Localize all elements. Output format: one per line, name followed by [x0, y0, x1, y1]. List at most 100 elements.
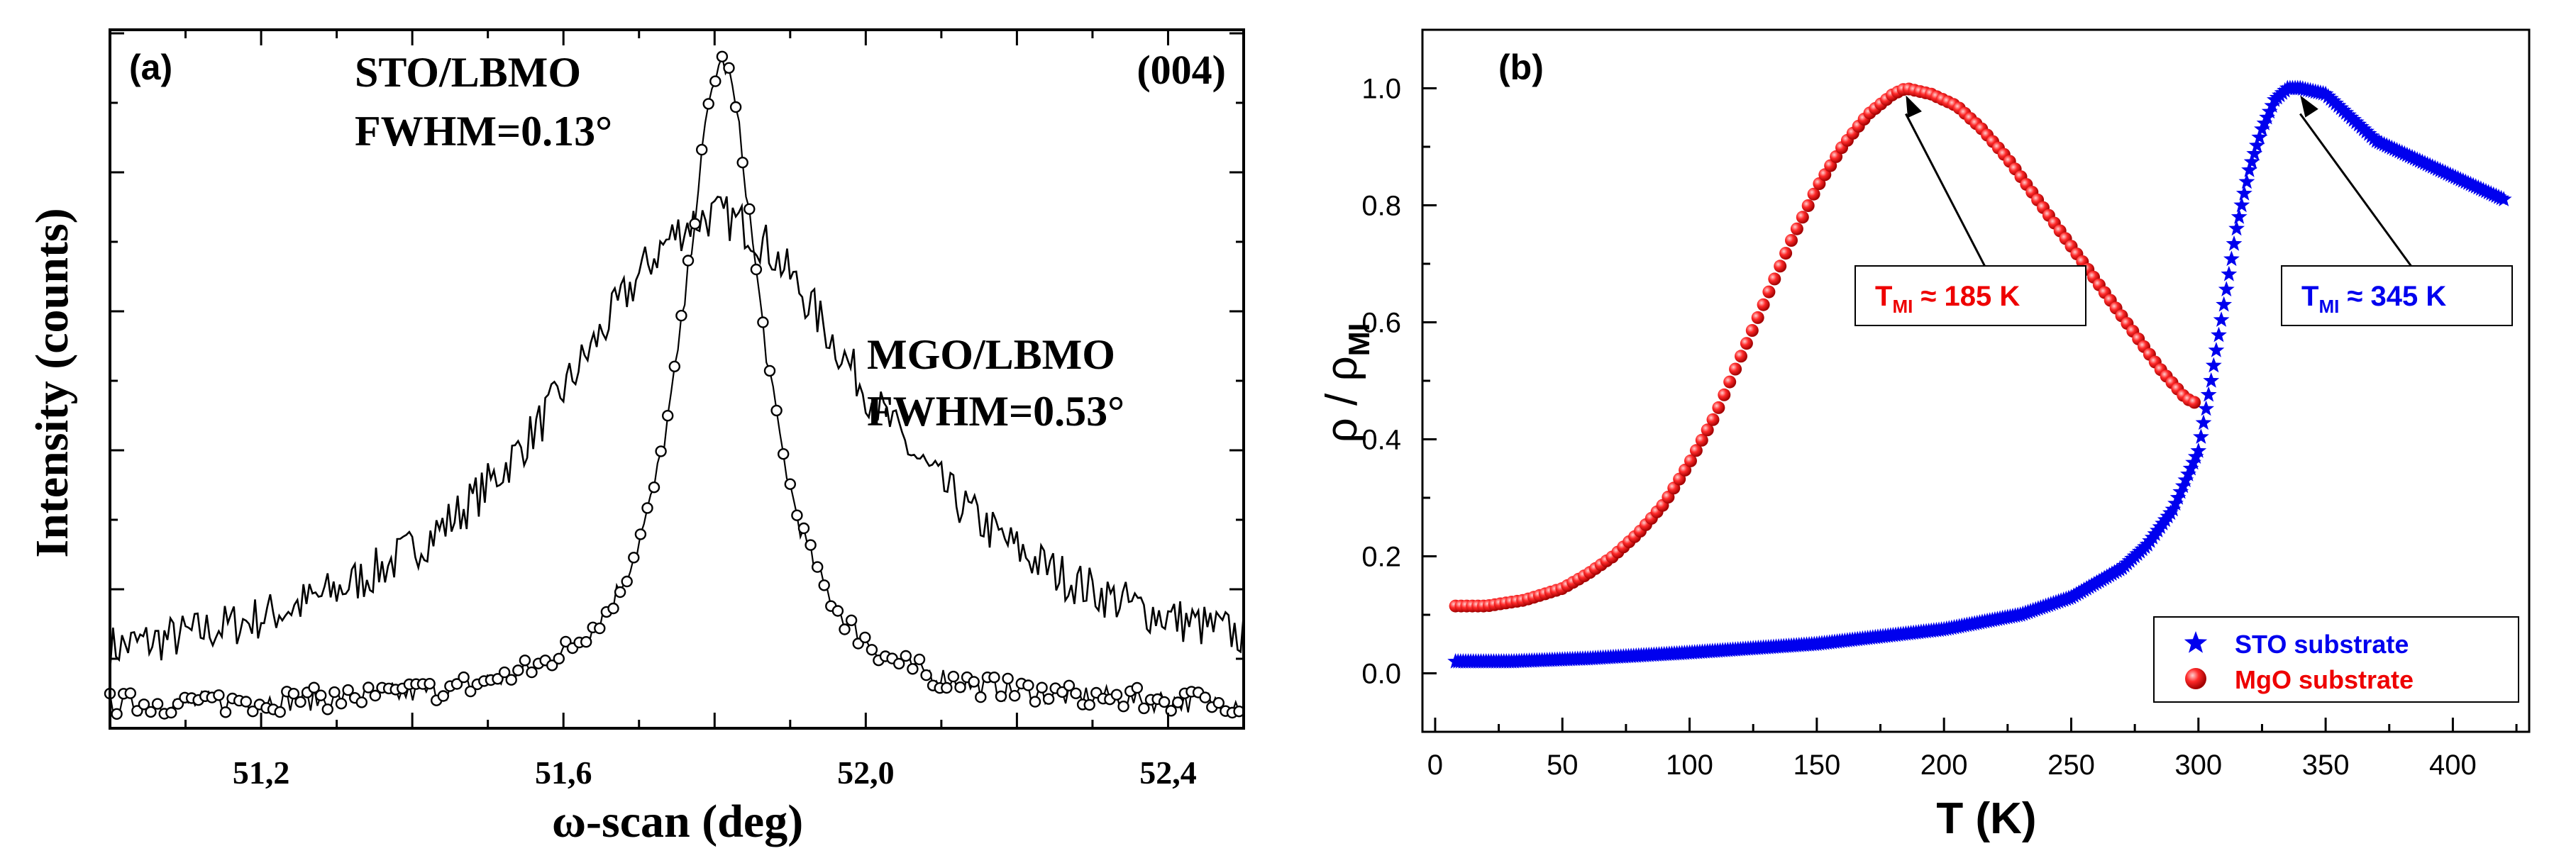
- sto-data-point: [920, 669, 932, 681]
- panel-a-x-axis-label: ω-scan (deg): [552, 796, 803, 847]
- sto-substrate-point: [2348, 113, 2365, 130]
- sto-data-point: [689, 218, 701, 230]
- sto-data-point: [1063, 679, 1076, 691]
- legend-sto: STO substrate: [2235, 630, 2409, 659]
- sto-data-point: [1022, 679, 1034, 691]
- reflection-label: (004): [1137, 47, 1226, 93]
- sto-data-point: [682, 255, 695, 267]
- panel-a-x-tick-label: 52,0: [837, 755, 895, 791]
- sto-data-point: [784, 478, 797, 490]
- panel-b-y-tick-label: 1.0: [1361, 74, 1401, 105]
- sto-data-point: [995, 690, 1007, 703]
- tmi-value: ≈ 345 K: [2339, 281, 2446, 312]
- sto-data-point: [145, 706, 157, 718]
- panel-a-ticks: 51,2 51,6 52,0 52,4: [109, 30, 1245, 791]
- sto-substrate-point: [2343, 108, 2360, 125]
- sto-data-point: [954, 681, 966, 694]
- panel-a-label: (a): [129, 48, 172, 87]
- sto-data-point: [1002, 672, 1014, 685]
- tmi-label: TMI ≈ 185 K: [1875, 281, 2020, 317]
- panel-b-x-tick-label: 150: [1793, 750, 1840, 781]
- sto-data-point: [553, 652, 565, 664]
- panel-b-x-tick-label: 400: [2429, 750, 2477, 781]
- sto-data-point: [355, 696, 367, 708]
- panel-b-label: (b): [1498, 48, 1544, 87]
- sto-substrate-point: [2211, 326, 2227, 343]
- mgo-substrate-point: [1762, 285, 1776, 299]
- panel-a-curves: [104, 50, 1245, 720]
- sto-data-point: [342, 684, 354, 696]
- sto-data-point: [913, 653, 926, 666]
- sto-data-point: [866, 644, 878, 656]
- sto-data-point: [729, 101, 742, 113]
- y-axis-rho-text: ρ / ρ: [1317, 356, 1366, 442]
- sto-data-point: [1042, 693, 1055, 705]
- sto-substrate-point: [2205, 357, 2222, 373]
- sto-data-point: [424, 678, 436, 690]
- mgo-substrate-point: [1706, 413, 1720, 426]
- sto-substrate-point: [2358, 123, 2375, 139]
- sto-substrate-point: [2328, 95, 2344, 111]
- sto-data-point: [437, 690, 449, 702]
- legend-mgo: MgO substrate: [2235, 665, 2414, 694]
- sto-data-point: [1212, 697, 1225, 709]
- sto-data-point: [560, 635, 572, 648]
- sto-data-point: [628, 552, 640, 564]
- tmi-sub: MI: [1892, 296, 1913, 317]
- sto-substrate-point: [2363, 128, 2380, 143]
- sto-substrate-point: [2350, 116, 2367, 132]
- tmi-arrow-head: [2300, 95, 2318, 118]
- sto-data-point: [859, 631, 871, 644]
- sto-data-point: [492, 673, 504, 685]
- sto-substrate-point: [2338, 104, 2355, 120]
- panel-b-annotations: TMI ≈ 185 K T MI ≈ 345 K: [1854, 95, 2513, 326]
- tmi-arrow-head: [1906, 95, 1922, 118]
- sto-data-point: [947, 670, 960, 683]
- mgo-substrate-point: [1757, 298, 1770, 311]
- sto-substrate-point: [2246, 145, 2263, 161]
- panel-b-y-tick-label: 0.6: [1361, 308, 1401, 339]
- sto-data-point: [723, 62, 735, 74]
- panel-b-x-tick-label: 250: [2047, 750, 2095, 781]
- sto-data-point: [702, 98, 714, 110]
- sto-data-point: [213, 689, 225, 701]
- mgo-substrate-point: [1723, 375, 1737, 389]
- sto-substrate-point: [2228, 220, 2245, 236]
- sto-data-point: [505, 674, 517, 686]
- legend-box: [2153, 616, 2519, 703]
- mgo-substrate-point: [1801, 199, 1815, 212]
- sto-data-point: [845, 614, 858, 626]
- sto-substrate-point: [2235, 185, 2252, 201]
- panel-a: 51,2 51,6 52,0 52,4 (a) (004) STO/LBMO FWHM…: [26, 28, 1245, 847]
- sto-data-point: [907, 663, 919, 675]
- mgo-substrate-point: [1701, 423, 1714, 437]
- sto-data-point: [696, 143, 708, 156]
- panel-a-x-tick-label: 52,4: [1139, 755, 1197, 791]
- panel-b-y-tick-label: 0.0: [1361, 659, 1401, 690]
- sto-data-point: [614, 586, 626, 598]
- sto-substrate-point: [2333, 99, 2349, 116]
- sto-data-point: [805, 539, 817, 551]
- sto-substrate-point: [2208, 342, 2225, 357]
- sto-data-point: [240, 696, 252, 708]
- sto-substrate-point: [2241, 162, 2257, 177]
- sto-data-point: [498, 666, 511, 679]
- sto-substrate-point: [2251, 128, 2268, 145]
- sto-substrate-point: [2243, 153, 2260, 169]
- sto-data-point: [369, 689, 382, 702]
- sto-data-point: [791, 509, 803, 521]
- mgo-substrate-point: [1679, 463, 1692, 477]
- sto-substrate-point: [2233, 196, 2250, 213]
- mgo-substrate-point: [1796, 211, 1809, 224]
- sto-substrate-point: [2325, 92, 2342, 108]
- tmi-main: T: [2301, 281, 2318, 312]
- panel-a-frame: [109, 28, 1245, 730]
- sto-data-point: [743, 203, 756, 215]
- sto-data-point: [465, 685, 477, 698]
- sto-substrate-point: [2238, 173, 2255, 189]
- sto-substrate-point: [2365, 130, 2382, 146]
- sto-data-point: [988, 672, 1000, 684]
- sto-data-point: [634, 528, 647, 540]
- sto-substrate-point: [2335, 101, 2352, 118]
